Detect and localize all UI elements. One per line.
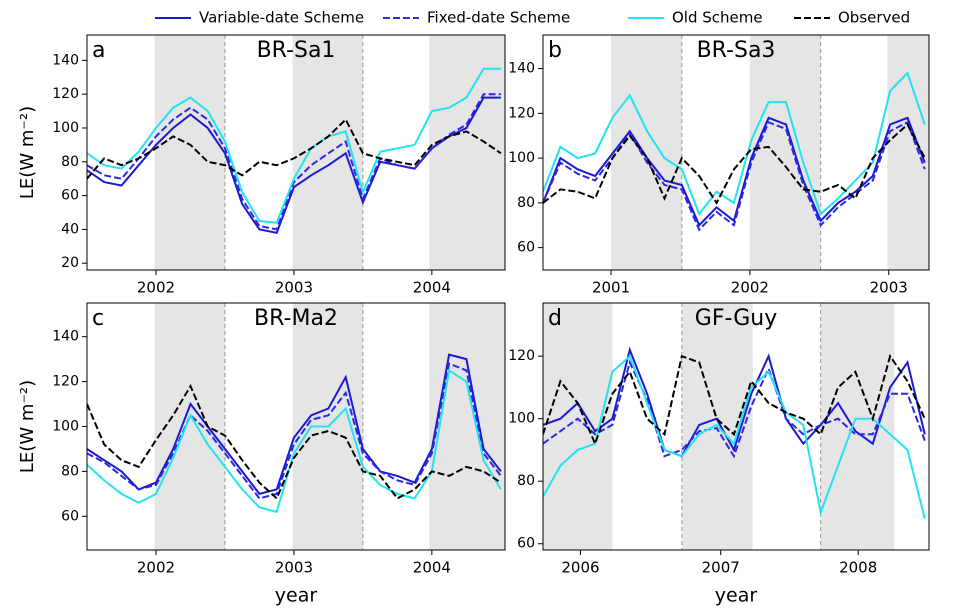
y-tick-label: 80 (517, 473, 535, 489)
x-tick-label: 2002 (137, 559, 175, 577)
x-tick-label: 2008 (839, 559, 877, 577)
series-line (543, 359, 926, 459)
y-tick-label: 140 (52, 329, 79, 345)
legend-label: Variable-date Scheme (199, 9, 364, 27)
x-axis-label: year (715, 585, 758, 607)
panel-title: BR-Ma2 (254, 306, 338, 331)
shaded-span (429, 35, 505, 270)
y-tick-label: 60 (517, 240, 535, 256)
y-axis-label: LE(W m⁻²) (17, 380, 38, 473)
y-tick-label: 40 (61, 221, 79, 237)
panel-letter: d (548, 306, 562, 331)
y-tick-label: 100 (52, 419, 79, 435)
x-tick-label: 2002 (731, 279, 769, 297)
shaded-span (820, 303, 895, 550)
x-tick-label: 2002 (137, 279, 175, 297)
x-axis-label: year (275, 585, 318, 607)
y-axis-label: LE(W m⁻²) (17, 106, 38, 199)
series-line (87, 383, 502, 501)
plot-frame (542, 34, 930, 271)
legend-label: Fixed-date Scheme (427, 9, 570, 27)
y-tick-label: 120 (52, 86, 79, 102)
shaded-span (154, 35, 225, 270)
panel-letter: c (92, 306, 104, 331)
series-line (543, 354, 926, 519)
series-line (87, 93, 501, 231)
x-tick-label: 2006 (561, 559, 599, 577)
y-tick-label: 60 (61, 188, 79, 204)
plot-frame (542, 302, 930, 551)
shaded-span (611, 35, 682, 270)
x-tick-label: 2004 (413, 279, 451, 297)
series-line (543, 116, 926, 227)
shaded-span (429, 303, 505, 550)
series-line (543, 71, 926, 217)
y-tick-label: 120 (508, 105, 535, 121)
series-line (87, 67, 501, 224)
y-tick-label: 100 (52, 120, 79, 136)
y-tick-label: 80 (61, 154, 79, 170)
y-tick-label: 120 (52, 374, 79, 390)
series-line (543, 346, 926, 458)
series-line (543, 120, 926, 232)
series-line (87, 117, 502, 180)
y-tick-label: 100 (508, 411, 535, 427)
panel-title: BR-Sa1 (257, 38, 336, 63)
panel-letter: a (92, 38, 105, 63)
plot-frame (86, 34, 506, 271)
legend-label: Old Scheme (672, 9, 763, 27)
x-tick-label: 2001 (592, 279, 630, 297)
panel-letter: b (548, 38, 562, 63)
x-tick-label: 2003 (870, 279, 908, 297)
y-tick-label: 140 (52, 52, 79, 68)
series-line (87, 362, 502, 500)
x-tick-label: 2003 (275, 279, 313, 297)
y-tick-label: 20 (61, 255, 79, 271)
panel-title: GF-Guy (695, 306, 777, 331)
y-tick-label: 100 (508, 150, 535, 166)
series-line (543, 122, 926, 205)
shaded-span (749, 35, 821, 270)
y-tick-label: 80 (61, 463, 79, 479)
x-tick-label: 2003 (275, 559, 313, 577)
legend-label: Observed (838, 9, 910, 27)
x-tick-label: 2007 (702, 559, 740, 577)
series-line (87, 96, 501, 234)
y-tick-label: 60 (517, 536, 535, 552)
panel-title: BR-Sa3 (697, 38, 776, 63)
y-tick-label: 120 (508, 348, 535, 364)
y-tick-label: 140 (508, 61, 535, 77)
y-tick-label: 80 (517, 195, 535, 211)
y-tick-label: 60 (61, 508, 79, 524)
series-line (543, 353, 926, 447)
series-line (87, 353, 502, 496)
x-tick-label: 2004 (413, 559, 451, 577)
